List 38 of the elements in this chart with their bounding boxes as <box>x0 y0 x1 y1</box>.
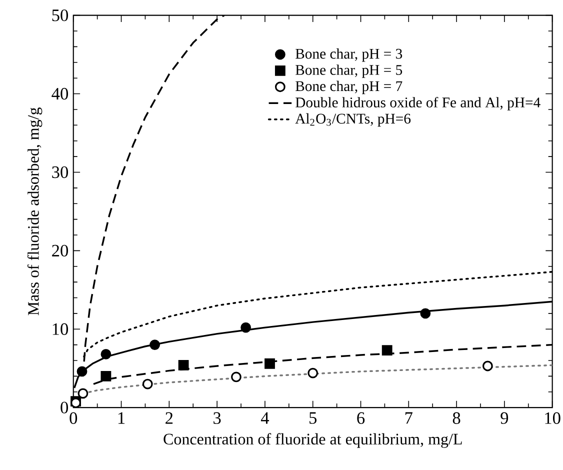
legend-label: Bone char, pH = 7 <box>296 80 402 94</box>
legend-label: Bone char, pH = 5 <box>296 64 402 78</box>
x-tick-label: 3 <box>214 412 221 424</box>
y-tick-label: 50 <box>52 9 68 22</box>
x-tick-label: 0 <box>70 412 78 424</box>
x-axis-title: Concentration of fluoride at equilibrium, mg/L <box>164 433 462 448</box>
x-tick-label: 10 <box>545 412 560 424</box>
point <box>100 370 112 382</box>
x-tick-label: 9 <box>500 412 508 424</box>
point <box>231 372 242 382</box>
x-tick-label: 7 <box>405 412 412 424</box>
point <box>150 339 160 350</box>
y-axis-title: Mass of fluoride adsorbed, mg/g <box>27 107 42 316</box>
y-tick-label: 10 <box>52 323 68 335</box>
point <box>100 348 112 360</box>
legend-label: Double hidrous oxide of Fe and Al, pH=4 <box>296 96 540 110</box>
point <box>382 344 392 356</box>
point <box>264 358 275 369</box>
x-tick-label: 1 <box>118 412 125 424</box>
y-tick-label: 30 <box>52 166 68 178</box>
point <box>240 322 252 333</box>
legend-label: Al$_{2}$O$_{3}$/CNTs, pH=6 <box>295 113 411 126</box>
point <box>482 360 493 372</box>
point <box>142 378 153 390</box>
point <box>420 308 431 319</box>
y-tick-label: 20 <box>52 244 68 256</box>
x-tick-label: 4 <box>260 412 270 424</box>
x-tick-label: 5 <box>310 412 317 424</box>
y-tick-label: 40 <box>52 88 68 100</box>
point <box>178 360 189 370</box>
x-tick-label: 8 <box>452 412 460 424</box>
y-tick-label: 0 <box>60 402 68 414</box>
x-tick-label: 6 <box>357 412 365 424</box>
x-tick-label: 2 <box>166 412 173 424</box>
point <box>76 366 88 377</box>
legend-label: Bone char, pH = 3 <box>296 48 402 62</box>
point <box>78 388 88 399</box>
point <box>308 368 318 378</box>
